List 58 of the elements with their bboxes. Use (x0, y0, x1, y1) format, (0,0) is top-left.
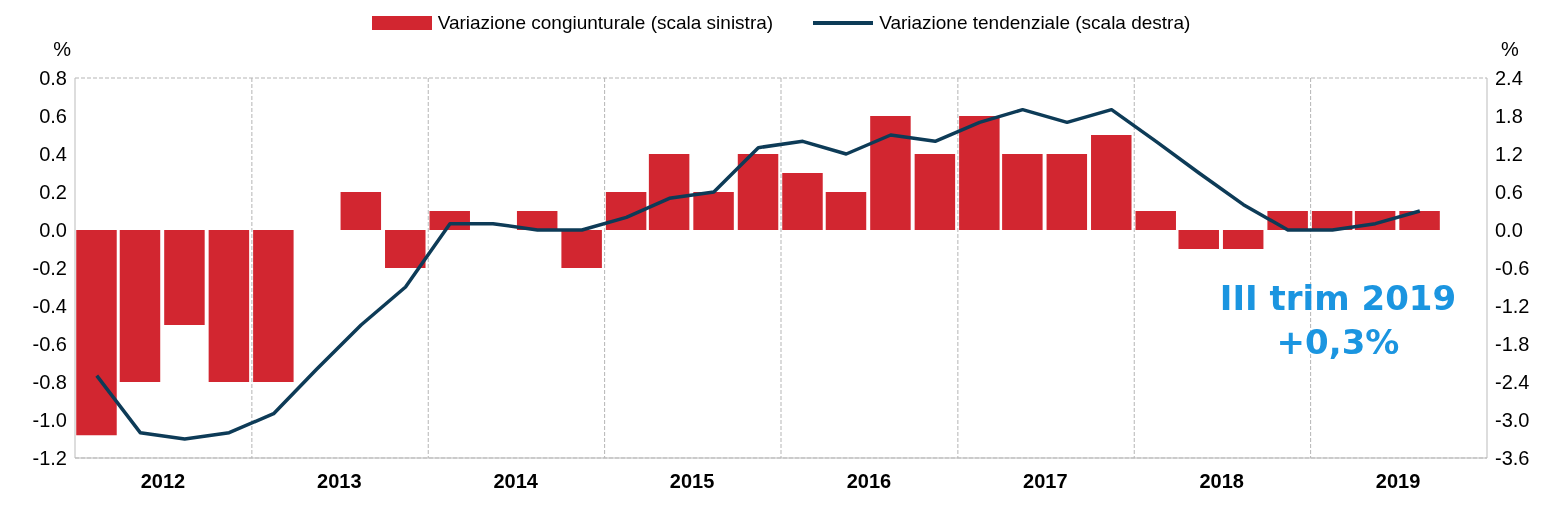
bar (693, 192, 734, 230)
y-tick-label: -1.0 (32, 409, 67, 432)
y-tick-label: 0.0 (39, 219, 67, 242)
y-tick-label: 0.2 (39, 181, 67, 204)
bar (253, 230, 294, 382)
y2-tick-label: 1.2 (1495, 143, 1523, 166)
y-tick-label: -1.2 (32, 447, 67, 470)
legend-label: Variazione tendenziale (scala destra) (879, 12, 1191, 34)
y2-tick-label: 0.6 (1495, 181, 1523, 204)
bar (1399, 211, 1440, 230)
y2-tick-label: -2.4 (1495, 371, 1530, 394)
x-tick-label: 2014 (493, 470, 539, 492)
y-tick-label: 0.6 (39, 105, 67, 128)
y-axis-title: % (53, 38, 72, 61)
bar (648, 154, 690, 230)
x-tick-label: 2012 (140, 470, 186, 492)
bar (870, 116, 911, 230)
bar (782, 173, 823, 230)
bar (76, 230, 117, 436)
bar (561, 230, 602, 268)
y-tick-label: 0.8 (39, 67, 67, 90)
bar (1091, 135, 1132, 230)
x-tick-label: 2017 (1023, 470, 1068, 492)
bar (119, 230, 161, 382)
bar (385, 230, 426, 268)
y2-tick-label: 2.4 (1495, 67, 1523, 90)
y2-tick-label: -0.6 (1495, 257, 1530, 280)
bar (208, 230, 250, 382)
bar (959, 116, 1000, 230)
y2-tick-label: 1.8 (1495, 105, 1523, 128)
x-tick-label: 2018 (1199, 470, 1244, 492)
annotation: III trim 2019 +0,3% (1218, 277, 1458, 364)
bar (1002, 154, 1043, 230)
bar (1135, 211, 1176, 230)
y2-axis-title: % (1501, 38, 1519, 61)
x-tick-label: 2013 (317, 470, 362, 492)
bar (825, 192, 867, 230)
x-tick-label: 2015 (669, 470, 715, 492)
y2-tick-label: -1.2 (1495, 295, 1530, 318)
y-tick-label: -0.4 (32, 295, 67, 318)
y-tick-label: -0.6 (32, 333, 67, 356)
bar (737, 154, 779, 230)
bar (1046, 154, 1088, 230)
bar (340, 192, 382, 230)
y2-tick-label: -3.6 (1495, 447, 1530, 470)
y-tick-label: -0.2 (32, 257, 67, 280)
y-tick-label: -0.8 (32, 371, 67, 394)
bar (164, 230, 205, 325)
legend-label: Variazione congiunturale (scala sinistra) (437, 12, 774, 34)
bar (1222, 230, 1264, 249)
y2-tick-label: -1.8 (1495, 333, 1530, 356)
bar (914, 154, 956, 230)
bar (1178, 230, 1219, 249)
y2-tick-label: 0.0 (1495, 219, 1523, 242)
x-tick-label: 2019 (1375, 470, 1421, 492)
y2-tick-label: -3.0 (1495, 409, 1530, 432)
x-tick-label: 2016 (846, 470, 892, 492)
y-tick-label: 0.4 (39, 143, 67, 166)
